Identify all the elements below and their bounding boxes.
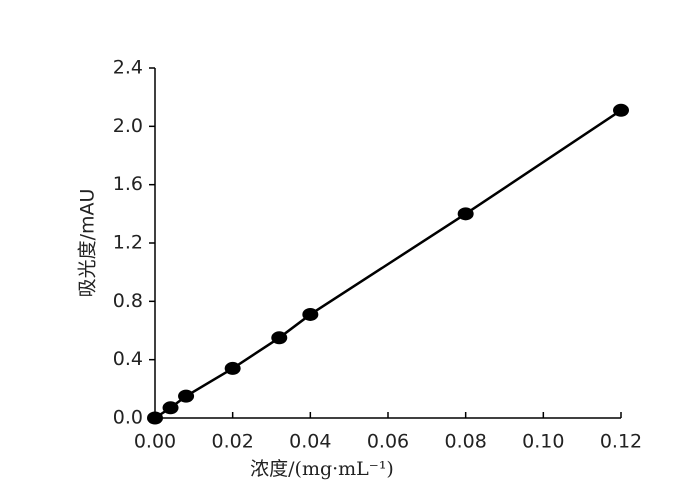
data-point [147, 411, 163, 425]
x-tick-label: 0.08 [445, 431, 487, 453]
data-point [613, 103, 629, 117]
x-tick-label: 0.10 [522, 431, 564, 453]
data-point [457, 207, 474, 221]
y-tick-label: 0.4 [113, 348, 143, 370]
x-tick-label: 0.02 [212, 431, 254, 453]
y-tick-label: 2.4 [113, 57, 143, 79]
y-tick-label: 2.0 [113, 115, 143, 137]
x-tick-label: 0.04 [289, 431, 331, 453]
x-axis-label: 浓度/(mg·mL⁻¹) [250, 458, 394, 480]
data-point [224, 361, 241, 375]
y-tick-label: 0.0 [113, 407, 143, 429]
data-point [162, 401, 179, 415]
x-tick-label: 0.00 [134, 431, 176, 453]
data-point [302, 307, 319, 321]
x-tick-label: 0.12 [600, 431, 642, 453]
y-tick-label: 1.2 [113, 232, 143, 254]
y-tick-label: 0.8 [113, 290, 143, 312]
data-point [178, 389, 195, 403]
y-tick-label: 1.6 [113, 173, 143, 195]
data-point [271, 331, 288, 345]
y-axis-label: 吸光度/mAU [77, 189, 99, 298]
x-tick-label: 0.06 [367, 431, 409, 453]
series-line [154, 109, 622, 420]
